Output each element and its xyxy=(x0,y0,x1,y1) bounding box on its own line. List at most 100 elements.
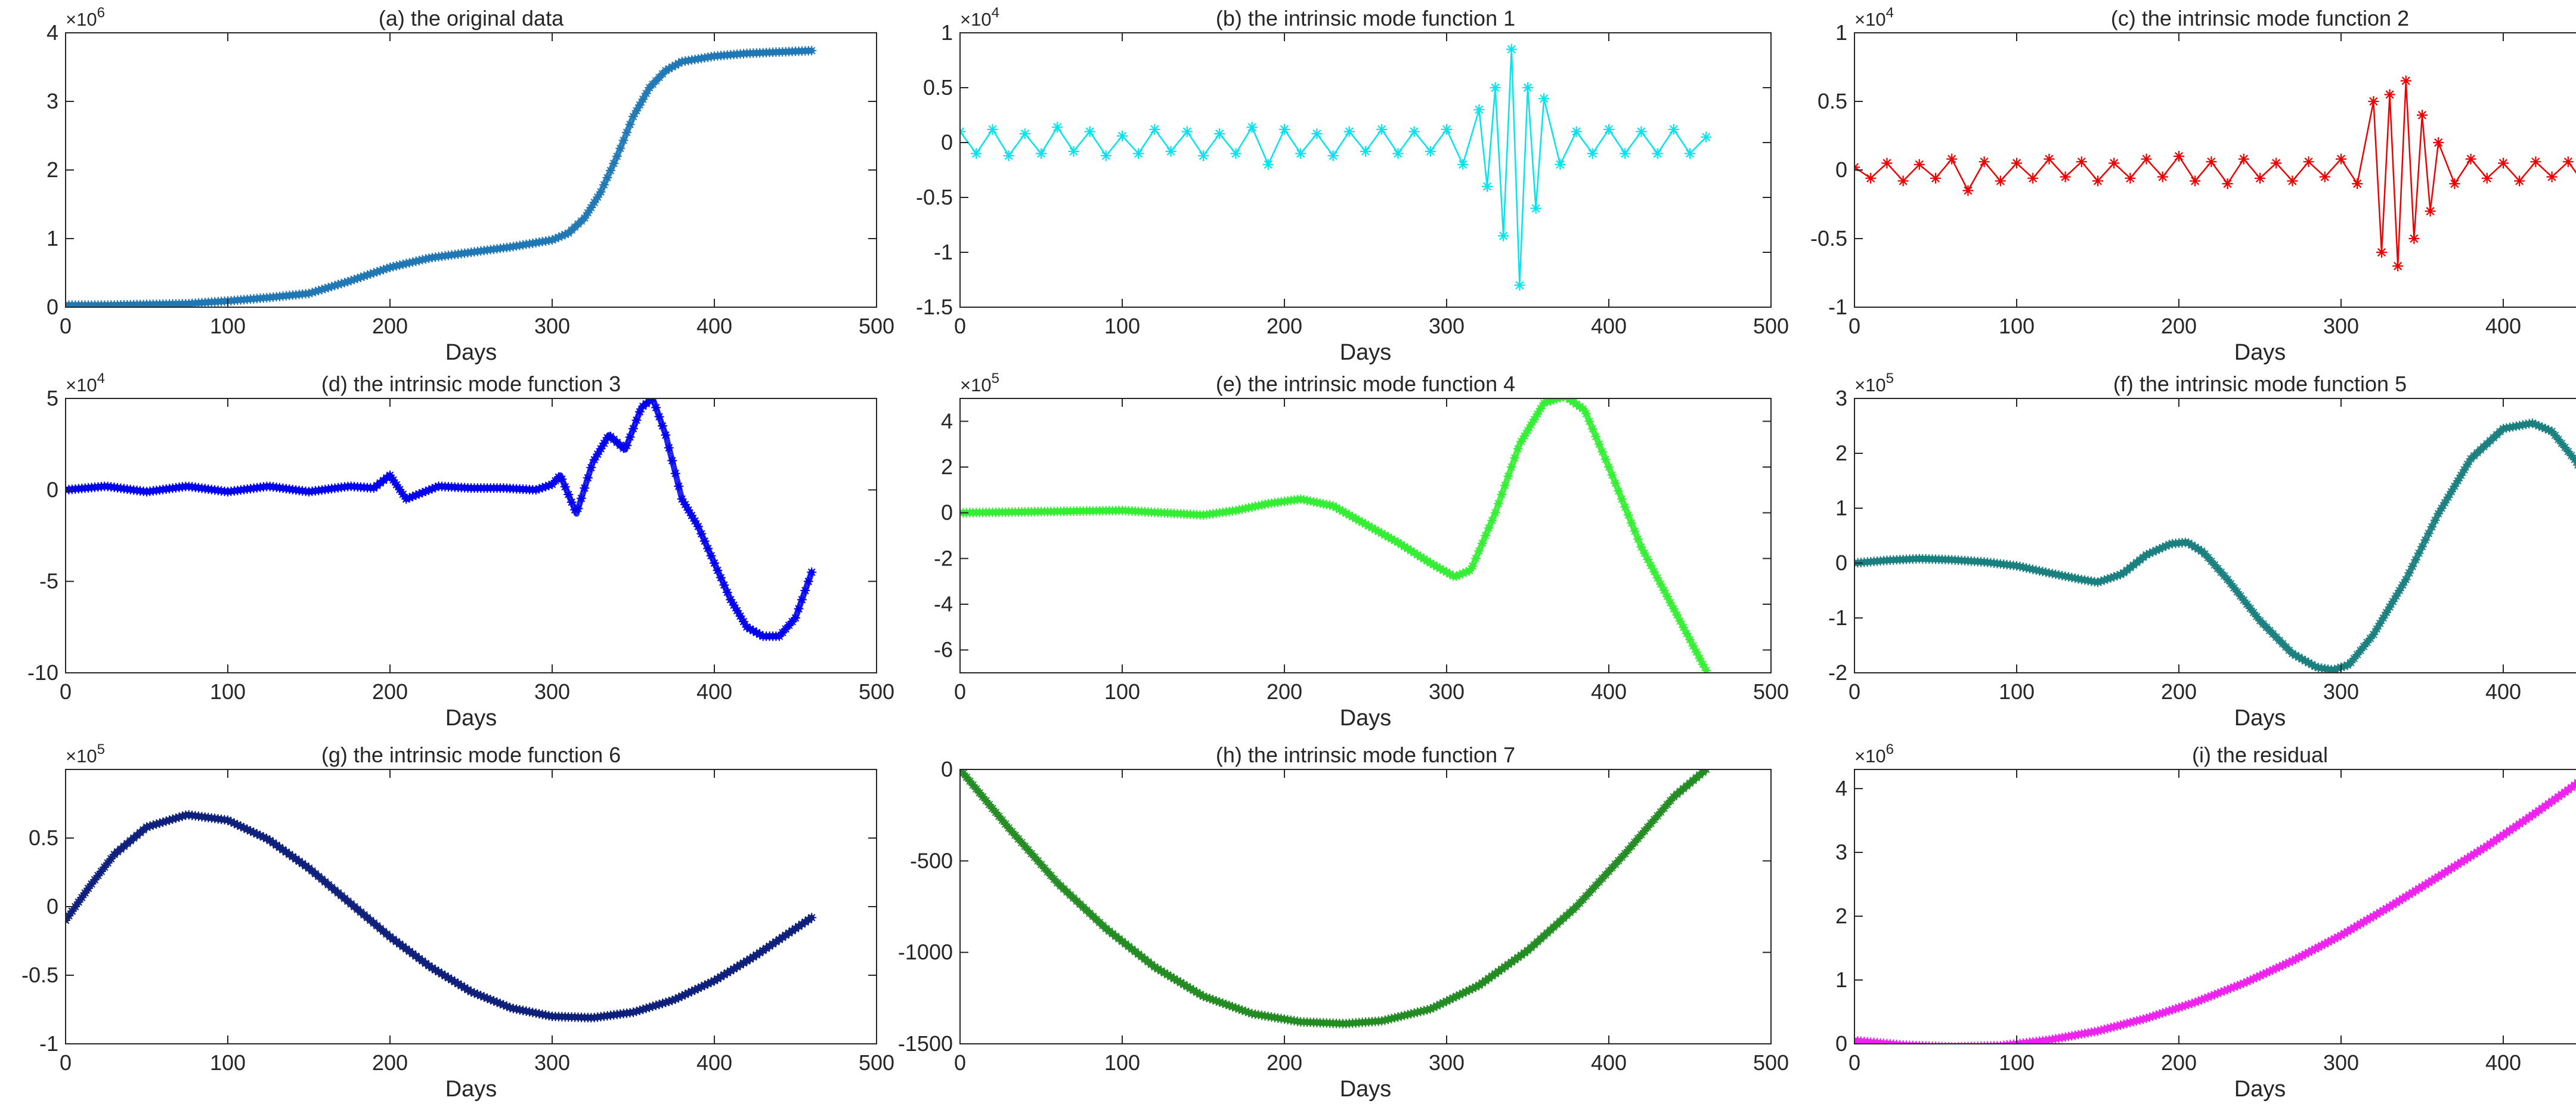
data-point xyxy=(2556,438,2566,449)
data-point xyxy=(424,253,434,263)
data-point xyxy=(103,858,113,868)
x-tick-label: 100 xyxy=(210,679,246,704)
data-point xyxy=(2132,1016,2142,1026)
data-point xyxy=(537,1009,547,1019)
data-point xyxy=(1234,1004,1244,1014)
data-point xyxy=(2060,571,2070,582)
data-point xyxy=(1597,873,1608,883)
data-point xyxy=(395,484,405,494)
y-tick-label: -4 xyxy=(934,592,953,616)
data-point xyxy=(1208,995,1218,1005)
y-tick-label: 0.5 xyxy=(1818,89,1847,113)
data-point xyxy=(1429,560,1439,570)
data-point xyxy=(2436,503,2447,513)
data-point xyxy=(547,235,557,245)
axes-box xyxy=(65,32,877,308)
data-point xyxy=(2297,654,2307,664)
data-point xyxy=(1007,827,1017,837)
y-exponent-base: ×10 xyxy=(1854,9,1886,30)
data-point xyxy=(2035,565,2045,576)
data-point xyxy=(1542,398,1552,407)
data-point xyxy=(2446,487,2456,497)
data-point xyxy=(521,1006,531,1016)
data-point xyxy=(686,511,696,521)
data-point xyxy=(2041,567,2051,577)
data-point xyxy=(1244,503,1254,513)
data-point xyxy=(2271,157,2282,169)
data-point xyxy=(631,106,642,116)
data-point xyxy=(2531,808,2541,818)
data-point xyxy=(479,992,489,1002)
data-point xyxy=(1441,123,1452,135)
data-point xyxy=(100,862,110,872)
data-point xyxy=(2099,575,2109,585)
y-exponent-label: ×105 xyxy=(960,370,999,395)
data-point xyxy=(1457,159,1469,170)
data-point xyxy=(2475,845,2485,855)
data-point xyxy=(2524,419,2534,429)
data-point xyxy=(1413,550,1423,560)
data-point xyxy=(703,979,713,989)
data-point xyxy=(2222,178,2233,189)
data-point xyxy=(803,576,813,586)
data-point xyxy=(683,505,693,515)
data-point xyxy=(2534,805,2544,815)
data-point xyxy=(2187,998,2197,1009)
data-point xyxy=(2425,206,2436,217)
panel-title: (g) the intrinsic mode function 6 xyxy=(321,743,621,767)
data-point xyxy=(1522,82,1533,93)
data-point xyxy=(2382,904,2392,914)
data-point xyxy=(2550,794,2560,804)
y-exponent-power: 4 xyxy=(97,370,105,387)
data-point xyxy=(2119,1019,2129,1030)
data-point xyxy=(268,838,278,848)
data-point xyxy=(1610,859,1620,869)
data-point xyxy=(622,127,632,137)
data-point xyxy=(1246,122,1258,133)
data-point xyxy=(2226,579,2236,589)
data-point xyxy=(1995,175,2006,187)
data-point xyxy=(2141,550,2151,560)
data-point xyxy=(2044,568,2054,578)
data-point xyxy=(978,792,988,802)
data-point xyxy=(550,234,561,243)
data-point xyxy=(320,283,330,293)
data-point xyxy=(2371,624,2382,634)
data-point xyxy=(994,811,1004,821)
data-point xyxy=(1614,486,1624,496)
x-tick-label: 100 xyxy=(1104,1050,1140,1075)
y-exponent-base: ×10 xyxy=(66,375,97,395)
data-point xyxy=(2342,926,2352,936)
data-point xyxy=(287,852,298,862)
data-point xyxy=(2336,930,2346,941)
data-point xyxy=(612,152,622,161)
data-point xyxy=(586,203,596,213)
x-tick-label: 0 xyxy=(954,1050,966,1075)
data-point xyxy=(450,977,460,987)
data-point xyxy=(2145,548,2155,558)
data-point xyxy=(2456,470,2466,480)
data-point xyxy=(275,842,285,852)
data-point xyxy=(524,1007,534,1017)
data-point xyxy=(1279,123,1290,135)
data-point xyxy=(2031,565,2041,575)
y-tick-label: 1 xyxy=(941,20,953,45)
data-point xyxy=(2349,654,2359,664)
data-point xyxy=(417,487,428,497)
data-point xyxy=(1865,172,1877,184)
data-point xyxy=(1084,126,1095,137)
data-point xyxy=(1004,823,1014,833)
data-point xyxy=(2566,450,2576,460)
data-point xyxy=(2453,476,2463,486)
data-point xyxy=(2524,812,2534,823)
data-point xyxy=(748,626,758,636)
data-point xyxy=(223,815,233,826)
data-point xyxy=(1149,123,1160,135)
data-point xyxy=(2400,75,2411,86)
data-point xyxy=(2012,561,2021,571)
series-marks xyxy=(960,398,1711,673)
data-point xyxy=(1425,1004,1435,1014)
data-point xyxy=(1295,148,1306,159)
data-point xyxy=(1185,984,1196,994)
data-point xyxy=(738,617,748,627)
